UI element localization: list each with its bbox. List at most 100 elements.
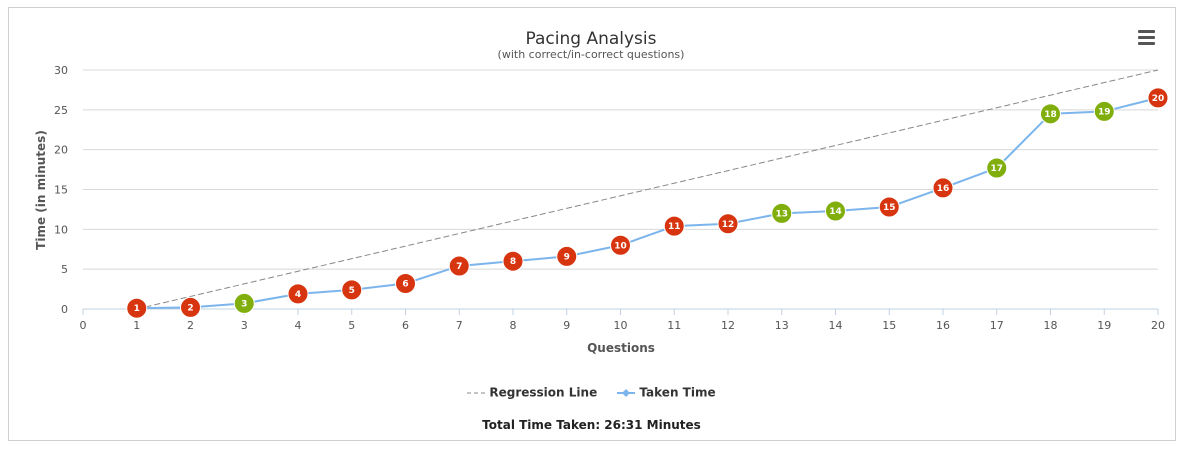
question-point-3[interactable]: 3 [233,292,255,314]
data-point-marker[interactable] [287,283,309,305]
dashed-line-icon [467,392,486,394]
question-point-5[interactable]: 5 [341,279,363,301]
question-point-9[interactable]: 9 [556,245,578,267]
data-point-marker[interactable] [932,177,954,199]
x-axis-label: Questions [587,341,655,355]
x-tick-label: 6 [402,319,409,332]
hamburger-menu-icon-bar [1138,36,1155,39]
data-point-label: 15 [883,203,896,213]
data-point-marker[interactable] [1040,103,1061,125]
question-point-4[interactable]: 4 [287,283,309,305]
chart-legend: Regression Line Taken Time [0,385,1183,400]
data-point-label: 10 [614,241,627,251]
grid-lines [83,69,1158,310]
data-point-marker[interactable] [556,245,578,267]
x-tick-label: 17 [990,319,1004,332]
question-point-11[interactable]: 11 [663,215,685,237]
x-tick-label: 18 [1044,319,1058,332]
legend-label-taken-time: Taken Time [639,385,716,400]
data-point-label: 12 [722,220,735,230]
chart-subtitle: (with correct/in-correct questions) [498,48,685,61]
data-point-label: 19 [1098,107,1111,117]
total-time-taken: Total Time Taken: 26:31 Minutes [482,418,701,432]
question-point-12[interactable]: 12 [717,213,739,235]
x-tick-label: 5 [348,319,355,332]
question-point-19[interactable]: 19 [1093,100,1115,122]
data-point-label: 6 [402,280,408,290]
question-point-6[interactable]: 6 [395,273,416,295]
legend-item-regression-line[interactable]: Regression Line [467,385,597,400]
x-tick-label: 12 [721,319,735,332]
y-tick-label: 10 [54,223,68,236]
data-point-marker[interactable] [717,213,739,235]
data-point-label: 8 [510,257,516,267]
data-point-marker[interactable] [1093,100,1115,122]
data-point-label: 20 [1152,94,1165,104]
question-point-1[interactable]: 1 [126,297,148,319]
legend-label-regression: Regression Line [489,385,598,400]
question-point-13[interactable]: 13 [771,202,793,224]
data-point-marker[interactable] [448,255,470,277]
data-point-label: 11 [668,222,681,232]
data-point-marker[interactable] [663,215,685,237]
taken-time-line [136,96,1159,310]
data-point-label: 13 [775,209,788,219]
x-tick-label: 3 [241,319,248,332]
x-tick-label: 0 [80,319,87,332]
question-point-7[interactable]: 7 [448,255,470,277]
y-axis-label: Time (in minutes) [34,130,48,250]
data-point-marker[interactable] [126,297,148,319]
x-tick-label: 1 [133,319,140,332]
chart-menu-button[interactable] [1130,24,1162,52]
x-tick-label: 20 [1151,319,1165,332]
x-tick-label: 16 [936,319,950,332]
y-tick-label: 20 [54,144,68,157]
y-tick-label: 15 [54,184,68,197]
hamburger-menu-icon-bar [1138,42,1155,45]
x-tick-label: 7 [456,319,463,332]
data-point-label: 9 [564,252,570,262]
question-point-16[interactable]: 16 [932,177,954,199]
x-tick-label: 13 [775,319,789,332]
data-point-marker[interactable] [878,196,900,218]
data-point-label: 1 [134,304,140,314]
data-point-label: 7 [456,262,462,272]
legend-item-taken-time[interactable]: Taken Time [617,385,716,400]
question-point-20[interactable]: 20 [1147,87,1169,109]
question-point-8[interactable]: 8 [502,250,524,272]
data-point-marker[interactable] [341,279,363,301]
data-point-label: 18 [1044,110,1057,120]
data-point-marker[interactable] [825,200,846,222]
data-point-marker[interactable] [180,296,201,318]
chart-title: Pacing Analysis [526,29,657,49]
chart-panel [8,7,1176,441]
x-tick-label: 15 [882,319,896,332]
data-point-marker[interactable] [986,157,1008,179]
x-tick-label: 8 [510,319,517,332]
regression-line [136,69,1159,310]
x-tick-label: 4 [295,319,302,332]
x-tick-label: 14 [829,319,843,332]
question-point-18[interactable]: 18 [1040,103,1061,125]
data-point-marker[interactable] [502,250,524,272]
data-point-marker[interactable] [233,292,255,314]
data-point-marker[interactable] [771,202,793,224]
question-point-10[interactable]: 10 [610,234,631,256]
x-tick-label: 10 [614,319,628,332]
y-tick-label: 5 [61,263,68,276]
y-tick-label: 25 [54,104,68,117]
question-point-15[interactable]: 15 [878,196,900,218]
data-point-marker[interactable] [610,234,631,256]
data-point-marker[interactable] [1147,87,1169,109]
question-point-2[interactable]: 2 [180,296,201,318]
question-point-14[interactable]: 14 [825,200,846,222]
question-point-17[interactable]: 17 [986,157,1008,179]
data-point-marker[interactable] [395,273,416,295]
data-point-label: 2 [187,303,193,313]
x-tick-label: 9 [563,319,570,332]
x-tick-label: 2 [187,319,194,332]
data-point-label: 16 [937,184,950,194]
